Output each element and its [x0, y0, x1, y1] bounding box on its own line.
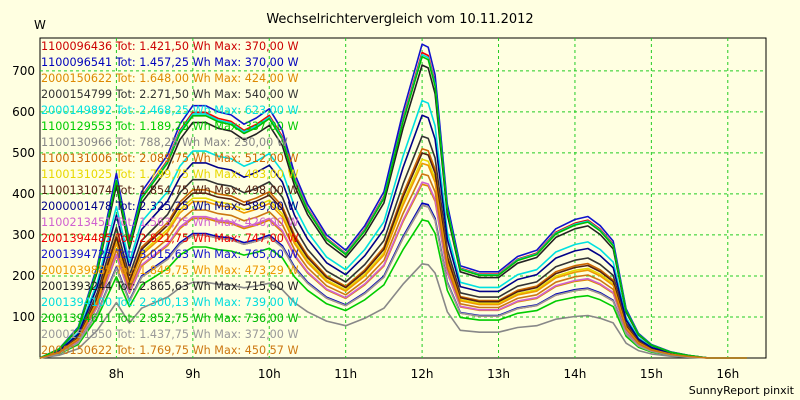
legend-entry: 1100130966 Tot: 788,25 Wh Max: 230,00 W — [41, 136, 288, 149]
legend-entry: 2001394725 Tot: 3.015,63 Wh Max: 765,00 … — [41, 248, 299, 261]
series-line — [39, 99, 747, 359]
series-line — [39, 262, 747, 359]
x-tick-label: 9h — [185, 367, 200, 381]
x-tick-label: 11h — [334, 367, 357, 381]
footer-text: SunnyReport pinxit — [689, 384, 795, 397]
y-tick-label: 200 — [12, 269, 35, 283]
legend-entry: 2000150622 Tot: 1.769,75 Wh Max: 450,57 … — [41, 344, 299, 357]
legend-entry: 1100129553 Tot: 1.189,25 Wh Max: 337,00 … — [41, 120, 299, 133]
x-tick-label: 10h — [258, 367, 281, 381]
legend-entry: 2001394611 Tot: 2.852,75 Wh Max: 736,00 … — [41, 312, 299, 325]
legend-entry: 2001393244 Tot: 2.865,63 Wh Max: 715,00 … — [41, 280, 299, 293]
legend-entry: 2001039885 Tot: 1.849,75 Wh Max: 473,29 … — [41, 264, 299, 277]
y-axis-label: W — [34, 18, 46, 32]
y-axis-ticks: 100 200 300 400 500 600 700 — [12, 64, 35, 324]
legend: 1100096436 Tot: 1.421,50 Wh Max: 370,00 … — [41, 40, 299, 357]
y-tick-label: 500 — [12, 146, 35, 160]
legend-entry: 2000001478 Tot: 2.325,25 Wh Max: 589,00 … — [41, 200, 299, 213]
series-line — [39, 162, 747, 359]
series-line — [39, 204, 747, 359]
legend-entry: 2001394485 Tot: 2.821,75 Wh Max: 747,00 … — [41, 232, 299, 245]
legend-entry: 2000150622 Tot: 1.648,00 Wh Max: 424,00 … — [41, 72, 299, 85]
legend-entry: 2000151550 Tot: 1.437,75 Wh Max: 372,00 … — [41, 328, 299, 341]
y-tick-label: 300 — [12, 228, 35, 242]
series-line — [39, 173, 747, 359]
series-line — [39, 114, 747, 359]
legend-entry: 1100131025 Tot: 1.799,75 Wh Max: 483,00 … — [41, 168, 299, 181]
x-tick-label: 16h — [716, 367, 739, 381]
legend-entry: 1100131006 Tot: 2.089,75 Wh Max: 512,00 … — [41, 152, 299, 165]
legend-entry: 2000149892 Tot: 2.468,25 Wh Max: 623,00 … — [41, 104, 299, 117]
x-tick-label: 13h — [487, 367, 510, 381]
series-lines — [39, 43, 747, 359]
chart-title: Wechselrichtervergleich vom 10.11.2012 — [266, 12, 533, 27]
x-tick-label: 12h — [411, 367, 434, 381]
series-line — [39, 135, 747, 359]
x-tick-label: 14h — [564, 367, 587, 381]
legend-entry: 2000154799 Tot: 2.271,50 Wh Max: 540,00 … — [41, 88, 299, 101]
legend-entry: 1100096541 Tot: 1.457,25 Wh Max: 370,00 … — [41, 56, 299, 69]
x-axis-ticks: 8h 9h 10h 11h 12h 13h 14h 15h 16h — [109, 367, 739, 381]
y-tick-label: 700 — [12, 64, 35, 78]
y-tick-label: 400 — [12, 187, 35, 201]
x-tick-label: 15h — [640, 367, 663, 381]
series-line — [39, 55, 747, 359]
legend-entry: 1100131074 Tot: 1.854,75 Wh Max: 498,00 … — [41, 184, 299, 197]
legend-entry: 1100213451 Tot: 1.563,75 Wh Max: 426,00 … — [41, 216, 299, 229]
series-line — [39, 152, 747, 359]
legend-entry: 1100096436 Tot: 1.421,50 Wh Max: 370,00 … — [41, 40, 299, 53]
y-tick-label: 100 — [12, 310, 35, 324]
series-line — [39, 219, 747, 359]
x-tick-label: 8h — [109, 367, 124, 381]
legend-entry: 2001394100 Tot: 2.300,13 Wh Max: 739,00 … — [41, 296, 299, 309]
y-tick-label: 600 — [12, 105, 35, 119]
